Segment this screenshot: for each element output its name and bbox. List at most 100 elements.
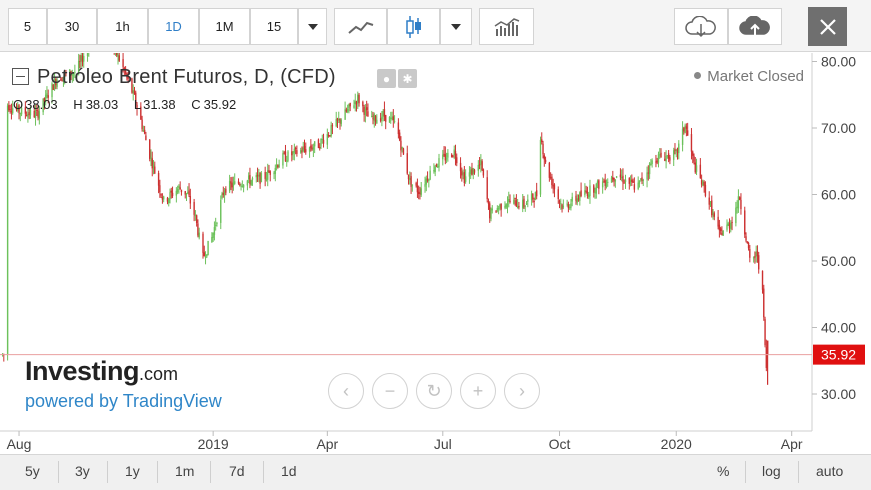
candle-body <box>381 116 383 119</box>
candle-body <box>38 111 41 119</box>
candle-body <box>470 169 472 174</box>
candle-body <box>69 69 71 76</box>
candle-body <box>131 78 133 93</box>
candle-body <box>684 125 686 133</box>
candle-body <box>27 113 29 118</box>
candle-body <box>637 182 639 189</box>
interval-1d-button[interactable]: 1D <box>148 8 199 45</box>
interval-1m-button[interactable]: 1M <box>199 8 250 45</box>
interval-1h-button[interactable]: 1h <box>97 8 148 45</box>
candle-body <box>71 74 74 76</box>
candle-body <box>79 60 81 62</box>
candle-body <box>585 190 587 193</box>
candle-body <box>419 193 421 195</box>
candle-body <box>665 155 667 162</box>
x-tick-label: Jul <box>434 436 452 452</box>
zoom-in-button[interactable]: + <box>460 373 496 409</box>
candle-body <box>737 196 740 209</box>
chart-toolbar: 5 30 1h 1D 1M 15 <box>0 0 871 52</box>
candle-body <box>322 139 325 144</box>
interval-5-button[interactable]: 5 <box>8 8 47 45</box>
upload-button[interactable] <box>728 8 782 45</box>
candle-body <box>620 177 623 179</box>
range-1m-button[interactable]: 1m <box>175 463 195 479</box>
range-1y-button[interactable]: 1y <box>125 463 140 479</box>
candle-body <box>651 160 653 164</box>
candle-body <box>712 212 714 215</box>
zoom-out-button[interactable]: − <box>372 373 408 409</box>
chart-navigation: ‹ − ↻ + › <box>328 373 540 409</box>
range-3y-button[interactable]: 3y <box>75 463 90 479</box>
reset-button[interactable]: ↻ <box>416 373 452 409</box>
candle-body <box>340 119 342 124</box>
line-chart-button[interactable] <box>334 8 387 45</box>
range-1d-button[interactable]: 1d <box>281 463 297 479</box>
chart-type-dropdown-button[interactable] <box>440 8 472 45</box>
candle-body <box>17 105 19 111</box>
candlestick-chart-button[interactable] <box>387 8 440 45</box>
candle-body <box>416 185 419 193</box>
candle-body <box>310 145 312 149</box>
x-tick-label: Apr <box>316 436 338 452</box>
candle-body <box>586 191 589 196</box>
interval-30-button[interactable]: 30 <box>47 8 97 45</box>
candle-body <box>363 106 365 115</box>
candle-body <box>589 185 591 197</box>
candle-body <box>570 203 572 208</box>
candle-body <box>607 181 609 183</box>
range-7d-button[interactable]: 7d <box>229 463 245 479</box>
candle-body <box>482 169 485 176</box>
candle-body <box>719 228 722 232</box>
candle-body <box>610 177 613 183</box>
candle-body <box>33 110 35 118</box>
candle-body <box>497 208 500 210</box>
candle-body <box>213 227 216 235</box>
candle-body <box>36 109 38 111</box>
candle-body <box>746 241 748 243</box>
candle-body <box>717 216 719 227</box>
candle-body <box>486 177 488 200</box>
log-scale-toggle[interactable]: log <box>762 463 781 479</box>
chevron-left-icon: ‹ <box>343 380 349 401</box>
candle-body <box>434 166 436 172</box>
candle-body <box>260 173 263 182</box>
candle-body <box>560 203 562 205</box>
candle-body <box>136 104 138 108</box>
settings-gear-icon[interactable]: ✱ <box>398 69 417 88</box>
chart-area[interactable]: 30.00 40.00 50.00 60.00 70.00 80.00 Aug 2019 Ap… <box>0 53 871 453</box>
collapse-legend-icon[interactable] <box>12 68 29 85</box>
close-button[interactable] <box>808 7 847 46</box>
price-chart[interactable]: 30.00 40.00 50.00 60.00 70.00 80.00 Aug 2019 Ap… <box>0 53 871 453</box>
candle-body <box>284 151 287 162</box>
candle-body <box>42 98 44 113</box>
powered-by-tradingview: powered by TradingView <box>25 391 222 411</box>
interval-15-button[interactable]: 15 <box>250 8 298 45</box>
chevron-right-icon: › <box>519 380 525 401</box>
candle-body <box>681 128 684 145</box>
candle-body <box>745 236 747 241</box>
candle-body <box>443 153 445 155</box>
candle-body <box>232 182 235 187</box>
interval-dropdown-button[interactable] <box>298 8 327 45</box>
candle-body <box>56 79 58 87</box>
download-button[interactable] <box>674 8 728 45</box>
auto-scale-toggle[interactable]: auto <box>816 463 844 479</box>
indicators-button[interactable] <box>479 8 534 45</box>
candle-body <box>294 148 297 150</box>
candle-body <box>615 176 618 178</box>
visibility-eye-icon[interactable]: ● <box>377 69 396 88</box>
candle-body <box>393 121 396 123</box>
candle-body <box>674 148 676 151</box>
candle-body <box>604 180 606 186</box>
candle-body <box>179 187 181 190</box>
investing-logo: Investing.com powered by TradingView <box>25 356 222 412</box>
scroll-left-button[interactable]: ‹ <box>328 373 364 409</box>
candle-body <box>552 185 554 187</box>
candle-body <box>197 223 199 236</box>
candle-body <box>221 193 223 199</box>
candle-body <box>61 80 63 82</box>
scroll-right-button[interactable]: › <box>504 373 540 409</box>
candle-body <box>86 53 89 56</box>
range-5y-button[interactable]: 5y <box>25 463 40 479</box>
percent-scale-toggle[interactable]: % <box>717 463 730 479</box>
